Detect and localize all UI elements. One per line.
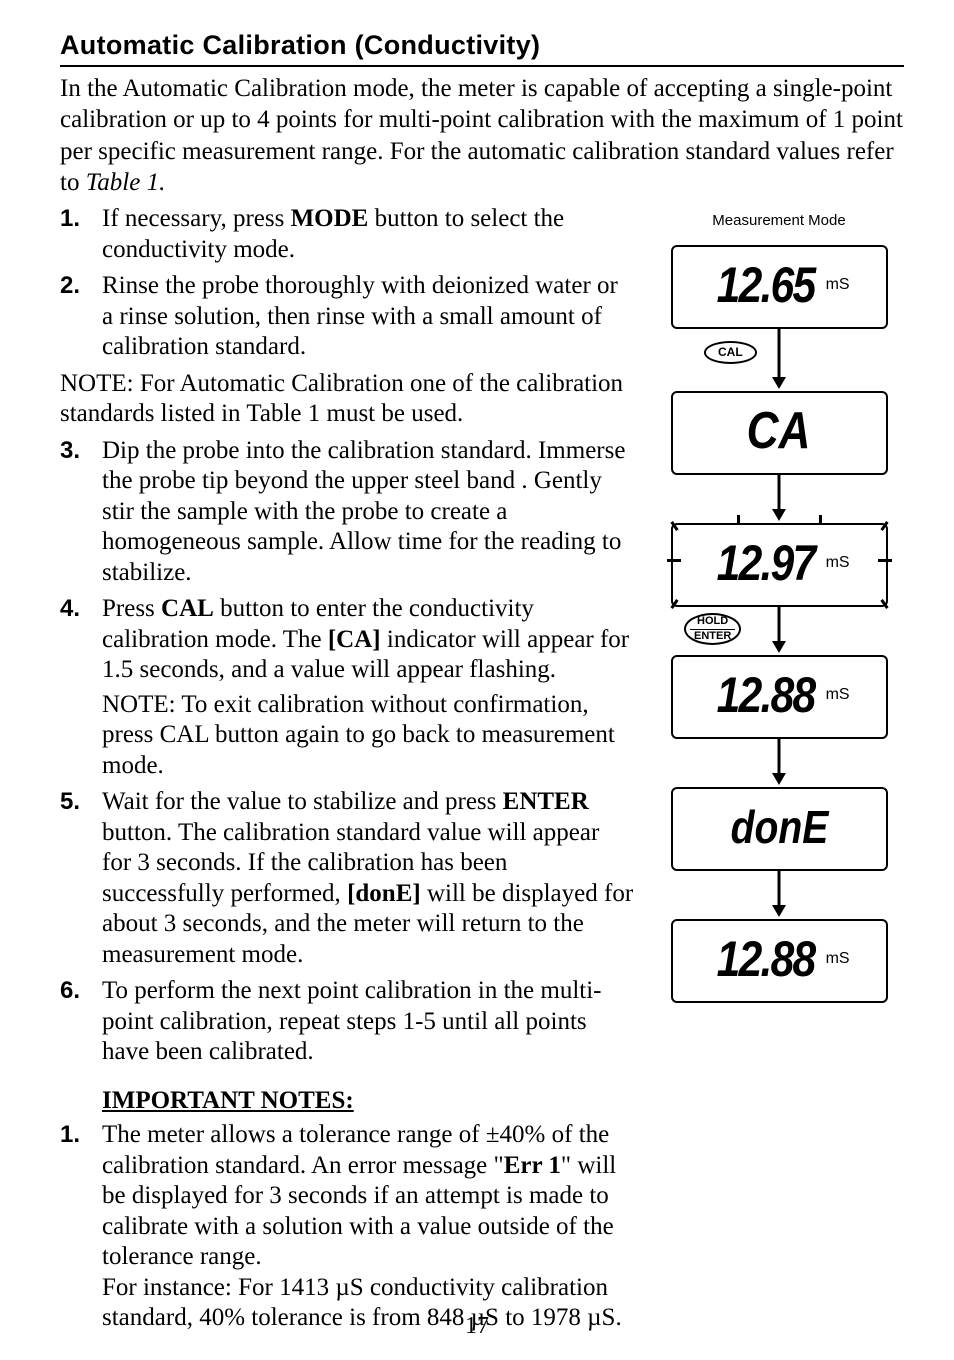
lcd-unit: mS xyxy=(826,554,850,572)
text-column: 1. If necessary, press MODE button to se… xyxy=(60,204,634,1340)
step-number: 1. xyxy=(60,204,80,233)
arrow-with-hold: HOLD ENTER xyxy=(654,607,904,655)
important-notes-header: IMPORTANT NOTES: xyxy=(102,1086,634,1117)
section-title: Automatic Calibration (Conductivity) xyxy=(60,30,904,67)
flash-tick xyxy=(667,559,681,562)
down-arrow-icon xyxy=(769,607,789,655)
down-arrow-icon xyxy=(769,329,789,391)
lcd-display-2: CA xyxy=(671,391,888,475)
note-text: The meter allows a tolerance range of ±4… xyxy=(102,1121,616,1270)
content-row: 1. If necessary, press MODE button to se… xyxy=(60,204,904,1340)
lcd-display-4: 12.88 mS xyxy=(671,655,888,739)
lcd-display-6: 12.88 mS xyxy=(671,919,888,1003)
down-arrow-icon xyxy=(769,871,789,919)
lcd-unit: mS xyxy=(826,686,850,704)
step-text: Dip the probe into the calibration stand… xyxy=(102,437,625,586)
important-note-1: 1. The meter allows a tolerance range of… xyxy=(60,1120,634,1334)
arrow xyxy=(654,871,904,919)
lcd-value: donE xyxy=(730,800,828,854)
step-text: If necessary, press MODE button to selec… xyxy=(102,205,564,263)
step-subnote: NOTE: To exit calibration without confir… xyxy=(102,690,634,782)
step-number: 2. xyxy=(60,271,80,300)
manual-page: Automatic Calibration (Conductivity) In … xyxy=(0,0,954,1360)
hold-enter-button-icon: HOLD ENTER xyxy=(684,613,741,645)
intro-ref: Table 1. xyxy=(86,169,166,196)
step-3: 3. Dip the probe into the calibration st… xyxy=(60,436,634,589)
cal-button-icon: CAL xyxy=(704,341,757,364)
step-number: 3. xyxy=(60,436,80,465)
diagram-column: Measurement Mode 12.65 mS CAL CA xyxy=(654,204,904,1003)
lcd-display-3-flashing: 12.97 mS xyxy=(667,523,892,607)
lcd-value: 12.97 xyxy=(717,534,815,592)
measurement-mode-label: Measurement Mode xyxy=(654,212,904,229)
step-text: Wait for the value to stabilize and pres… xyxy=(102,788,633,968)
step-number: 4. xyxy=(60,594,80,623)
lcd-value: CA xyxy=(747,401,811,461)
lcd-value: 12.65 xyxy=(717,256,815,314)
step-text: To perform the next point calibration in… xyxy=(102,977,602,1065)
flash-tick xyxy=(819,515,822,525)
arrow xyxy=(654,475,904,523)
lcd-display-5: donE xyxy=(671,787,888,871)
step-text: Rinse the probe thoroughly with deionize… xyxy=(102,272,618,360)
lcd-value: 12.88 xyxy=(717,666,815,724)
lcd-unit: mS xyxy=(826,276,850,294)
step-number: 1. xyxy=(60,1120,80,1149)
lcd-display-3: 12.97 mS xyxy=(671,523,888,607)
arrow xyxy=(654,739,904,787)
arrow-with-cal: CAL xyxy=(654,329,904,391)
intro-paragraph: In the Automatic Calibration mode, the m… xyxy=(60,73,904,198)
step-number: 5. xyxy=(60,787,80,816)
step-5: 5. Wait for the value to stabilize and p… xyxy=(60,787,634,970)
note-text: NOTE: For Automatic Calibration one of t… xyxy=(60,369,634,430)
step-1: 1. If necessary, press MODE button to se… xyxy=(60,204,634,265)
lcd-unit: mS xyxy=(826,950,850,968)
lcd-display-1: 12.65 mS xyxy=(671,245,888,329)
intro-text: In the Automatic Calibration mode, the m… xyxy=(60,75,903,196)
flash-tick xyxy=(737,515,740,525)
step-number: 6. xyxy=(60,976,80,1005)
down-arrow-icon xyxy=(769,475,789,523)
flash-tick xyxy=(878,559,892,562)
down-arrow-icon xyxy=(769,739,789,787)
lcd-value: 12.88 xyxy=(717,930,815,988)
step-6: 6. To perform the next point calibration… xyxy=(60,976,634,1068)
page-number: 17 xyxy=(0,1313,954,1340)
step-text: Press CAL button to enter the conductivi… xyxy=(102,595,629,683)
step-4: 4. Press CAL button to enter the conduct… xyxy=(60,594,634,781)
step-2: 2. Rinse the probe thoroughly with deion… xyxy=(60,271,634,363)
